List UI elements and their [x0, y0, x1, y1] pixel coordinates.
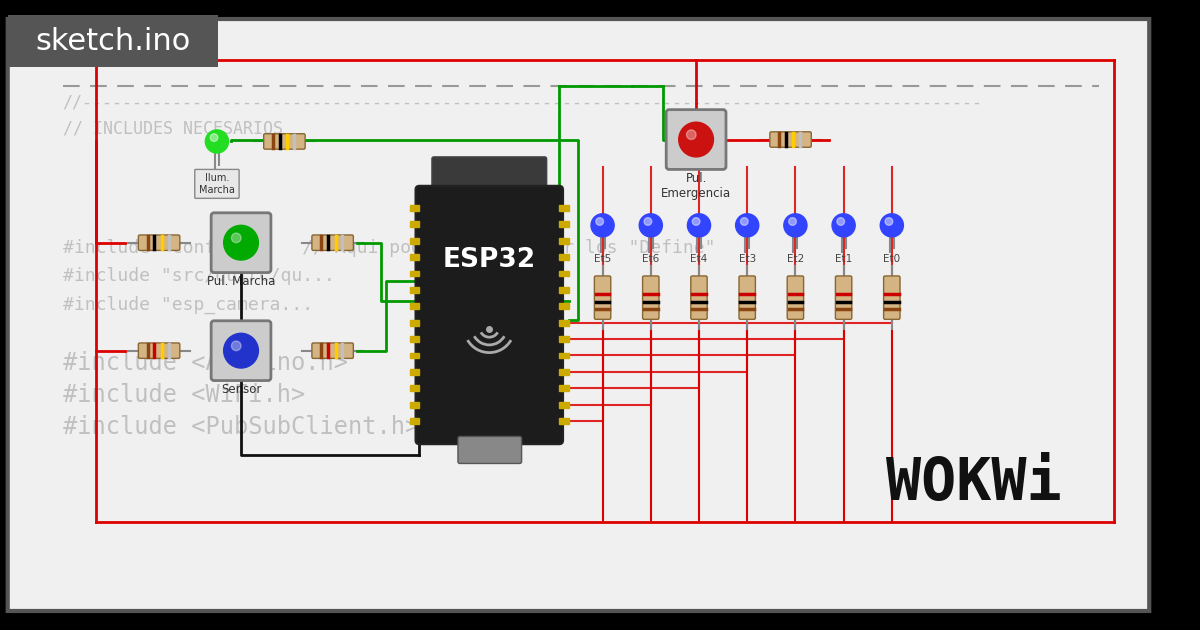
Circle shape — [592, 214, 614, 237]
Circle shape — [232, 341, 241, 351]
FancyBboxPatch shape — [787, 276, 804, 319]
Bar — [409, 255, 419, 260]
Circle shape — [210, 134, 218, 142]
Text: #include <Arduino.h>: #include <Arduino.h> — [62, 351, 348, 375]
Text: sketch.ino: sketch.ino — [35, 26, 191, 55]
Bar — [559, 336, 569, 342]
Bar — [559, 418, 569, 424]
FancyBboxPatch shape — [432, 157, 547, 192]
Bar — [559, 320, 569, 326]
Text: #include <WiFi.h>: #include <WiFi.h> — [62, 383, 305, 407]
Bar — [409, 222, 419, 227]
Bar — [559, 402, 569, 408]
Bar — [409, 287, 419, 293]
Text: Pul. Marcha: Pul. Marcha — [206, 275, 275, 289]
Bar — [559, 222, 569, 227]
Bar — [409, 205, 419, 211]
FancyBboxPatch shape — [666, 110, 726, 169]
Bar — [409, 336, 419, 342]
Bar — [559, 238, 569, 244]
Circle shape — [640, 214, 662, 237]
Bar — [409, 402, 419, 408]
FancyBboxPatch shape — [312, 343, 353, 358]
Bar — [559, 369, 569, 375]
Text: // INCLUDES NECESARIOS: // INCLUDES NECESARIOS — [62, 120, 283, 138]
FancyBboxPatch shape — [594, 276, 611, 319]
Bar — [409, 353, 419, 358]
Bar — [559, 205, 569, 211]
Circle shape — [223, 333, 258, 368]
FancyBboxPatch shape — [194, 169, 239, 198]
Text: Et2: Et2 — [787, 255, 804, 264]
Text: Ilum.
Marcha: Ilum. Marcha — [199, 173, 235, 195]
Circle shape — [232, 233, 241, 243]
Circle shape — [784, 214, 806, 237]
Text: Et6: Et6 — [642, 255, 660, 264]
FancyBboxPatch shape — [835, 276, 852, 319]
Bar — [559, 287, 569, 293]
Circle shape — [736, 214, 758, 237]
Text: Et3: Et3 — [738, 255, 756, 264]
Bar — [409, 320, 419, 326]
Bar — [559, 255, 569, 260]
Bar — [559, 304, 569, 309]
Bar — [409, 369, 419, 375]
Text: WOKWi: WOKWi — [886, 455, 1062, 512]
Text: Et1: Et1 — [835, 255, 852, 264]
Text: ESP32: ESP32 — [443, 247, 536, 273]
Circle shape — [740, 217, 748, 226]
Text: Pul.
Emergencia: Pul. Emergencia — [661, 173, 731, 200]
Bar — [409, 238, 419, 244]
FancyBboxPatch shape — [770, 132, 811, 147]
FancyBboxPatch shape — [739, 276, 755, 319]
Circle shape — [688, 214, 710, 237]
Bar — [7, 15, 218, 67]
FancyBboxPatch shape — [312, 235, 353, 250]
Circle shape — [881, 214, 904, 237]
Bar — [559, 271, 569, 277]
Bar — [559, 353, 569, 358]
Text: #include "config.h"   // Aqui podemos encontrar los "Define": #include "config.h" // Aqui podemos enco… — [62, 239, 715, 256]
Text: Sensor: Sensor — [221, 384, 262, 396]
Circle shape — [679, 122, 714, 157]
FancyBboxPatch shape — [211, 321, 271, 381]
Circle shape — [205, 130, 228, 153]
FancyBboxPatch shape — [7, 19, 1150, 611]
Circle shape — [832, 214, 856, 237]
Bar — [409, 386, 419, 391]
Circle shape — [836, 217, 845, 226]
Circle shape — [886, 217, 893, 226]
Text: #include "esp_camera...: #include "esp_camera... — [62, 296, 313, 314]
FancyBboxPatch shape — [138, 235, 180, 250]
Bar — [409, 418, 419, 424]
Circle shape — [644, 217, 652, 226]
FancyBboxPatch shape — [883, 276, 900, 319]
FancyBboxPatch shape — [691, 276, 707, 319]
Text: Et4: Et4 — [690, 255, 708, 264]
Circle shape — [686, 130, 696, 139]
FancyBboxPatch shape — [138, 343, 180, 358]
Bar — [409, 304, 419, 309]
Circle shape — [788, 217, 797, 226]
Bar — [559, 386, 569, 391]
Text: Et5: Et5 — [594, 255, 611, 264]
Circle shape — [223, 226, 258, 260]
FancyBboxPatch shape — [642, 276, 659, 319]
Text: #include "src/quirc/qu...: #include "src/quirc/qu... — [62, 267, 335, 285]
Text: #include <PubSubClient.h>: #include <PubSubClient.h> — [62, 415, 419, 439]
Text: Et0: Et0 — [883, 255, 900, 264]
Circle shape — [596, 217, 604, 226]
Circle shape — [692, 217, 700, 226]
FancyBboxPatch shape — [264, 134, 305, 149]
FancyBboxPatch shape — [458, 437, 522, 464]
Bar — [409, 271, 419, 277]
FancyBboxPatch shape — [415, 186, 563, 444]
FancyBboxPatch shape — [211, 213, 271, 273]
Text: //------------------------------------------------------------------------------: //--------------------------------------… — [62, 94, 983, 112]
